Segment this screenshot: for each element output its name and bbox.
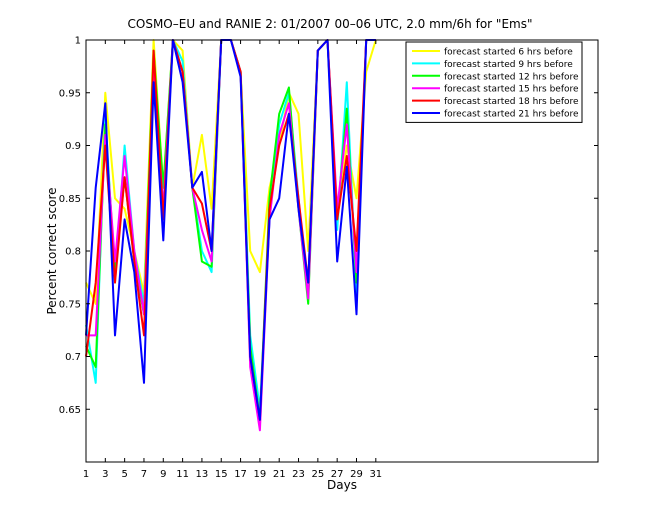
x-tick-label-5: 11 xyxy=(176,469,189,480)
legend: forecast started 6 hrs before forecast st… xyxy=(405,41,583,123)
x-tick-label-12: 25 xyxy=(311,469,324,480)
x-tick-label-1: 3 xyxy=(102,469,108,480)
x-tick-label-7: 15 xyxy=(215,469,228,480)
x-tick-label-8: 17 xyxy=(234,469,247,480)
legend-label-4: forecast started 18 hrs before xyxy=(444,97,579,107)
legend-label-2: forecast started 12 hrs before xyxy=(444,72,579,82)
x-tick-label-2: 5 xyxy=(121,469,127,480)
y-tick-label-7: 1 xyxy=(75,36,81,47)
legend-label-0: forecast started 6 hrs before xyxy=(444,48,573,58)
chart-title: COSMO–EU and RANIE 2: 01/2007 00–06 UTC,… xyxy=(128,17,533,31)
x-tick-label-3: 7 xyxy=(141,469,147,480)
y-tick-label-6: 0.95 xyxy=(59,88,81,99)
legend-box xyxy=(405,41,583,123)
y-axis: 0.65 0.7 0.75 0.8 0.85 0.9 0.95 1 xyxy=(59,36,598,416)
x-axis: 1 3 5 7 9 11 13 15 17 19 21 23 25 27 29 31 xyxy=(83,40,382,480)
x-tick-label-11: 23 xyxy=(292,469,305,480)
x-tick-label-6: 13 xyxy=(196,469,209,480)
x-tick-label-0: 1 xyxy=(83,469,89,480)
y-tick-label-0: 0.65 xyxy=(59,405,81,416)
x-tick-label-15: 31 xyxy=(369,469,382,480)
x-tick-label-9: 19 xyxy=(254,469,267,480)
y-tick-label-4: 0.85 xyxy=(59,194,81,205)
y-tick-label-1: 0.7 xyxy=(65,352,81,363)
x-axis-label: Days xyxy=(327,478,357,492)
y-tick-label-5: 0.9 xyxy=(65,141,81,152)
legend-label-5: forecast started 21 hrs before xyxy=(444,110,579,120)
y-tick-label-2: 0.75 xyxy=(59,299,81,310)
y-axis-label: Percent correct score xyxy=(45,187,59,314)
x-tick-label-14: 29 xyxy=(350,469,363,480)
legend-label-3: forecast started 15 hrs before xyxy=(444,85,579,95)
legend-label-1: forecast started 9 hrs before xyxy=(444,60,573,70)
x-tick-label-10: 21 xyxy=(273,469,286,480)
x-tick-label-4: 9 xyxy=(160,469,166,480)
x-tick-label-13: 27 xyxy=(331,469,344,480)
y-tick-label-3: 0.8 xyxy=(65,247,81,258)
